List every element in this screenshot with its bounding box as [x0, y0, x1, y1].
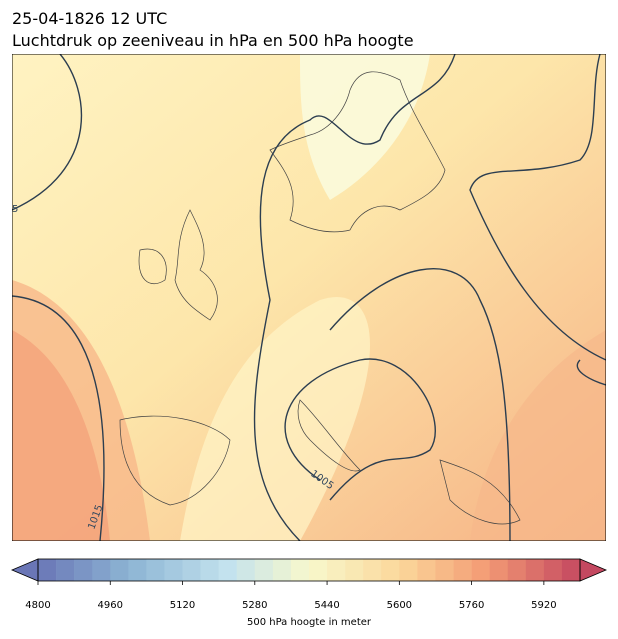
colorbar-segment [435, 559, 454, 581]
colorbar-tick-label: 5280 [242, 600, 267, 611]
colorbar-segment [327, 559, 346, 581]
colorbar-segment [218, 559, 238, 581]
colorbar-tick-label: 5600 [387, 600, 412, 611]
colorbar-segment [345, 559, 364, 581]
map [12, 54, 606, 541]
colorbar-segment [561, 559, 581, 581]
colorbar-segment [543, 559, 563, 581]
colorbar-segment [146, 559, 165, 581]
colorbar-segment [489, 559, 509, 581]
colorbar-extend-low [10, 558, 39, 582]
colorbar-segment [236, 559, 256, 581]
colorbar-tick-label: 4960 [98, 600, 123, 611]
colorbar-segment [164, 559, 183, 581]
colorbar-segment [272, 559, 292, 581]
colorbar-segment [381, 559, 400, 581]
colorbar-segment [507, 559, 527, 581]
colorbar-tick-label: 4800 [25, 600, 50, 611]
colorbar-tick-label: 5440 [314, 600, 339, 611]
colorbar-segment [417, 559, 436, 581]
colorbar-frame [37, 558, 581, 582]
contour-label: 5 [12, 204, 18, 215]
colorbar-segment [471, 559, 490, 581]
colorbar-segment [38, 559, 57, 581]
colorbar-segment [525, 559, 545, 581]
colorbar-extend-high [579, 558, 608, 582]
colorbar-label: 500 hPa hoogte in meter [247, 617, 372, 628]
colorbar-segment [290, 559, 310, 581]
colorbar-tick-label: 5920 [531, 600, 556, 611]
colorbar-segment [363, 559, 382, 581]
colorbar-segment [453, 559, 472, 581]
colorbar-segment [200, 559, 219, 581]
colorbar-tick-label: 5120 [170, 600, 195, 611]
colorbar-segment [56, 559, 75, 581]
colorbar-segment [128, 559, 147, 581]
colorbar-segment [182, 559, 201, 581]
title-time: 25-04-1826 12 UTC [12, 9, 167, 28]
colorbar: 4800 4960 5120 5280 5440 5600 5760 5920 [10, 558, 608, 611]
colorbar-tick-label: 5760 [459, 600, 484, 611]
colorbar-segment [254, 559, 274, 581]
colorbar-segment [309, 559, 328, 581]
colorbar-segment [110, 559, 129, 581]
title-desc: Luchtdruk op zeeniveau in hPa en 500 hPa… [12, 31, 414, 50]
colorbar-segment [74, 559, 93, 581]
colorbar-segment [92, 559, 111, 581]
colorbar-segment [399, 559, 418, 581]
